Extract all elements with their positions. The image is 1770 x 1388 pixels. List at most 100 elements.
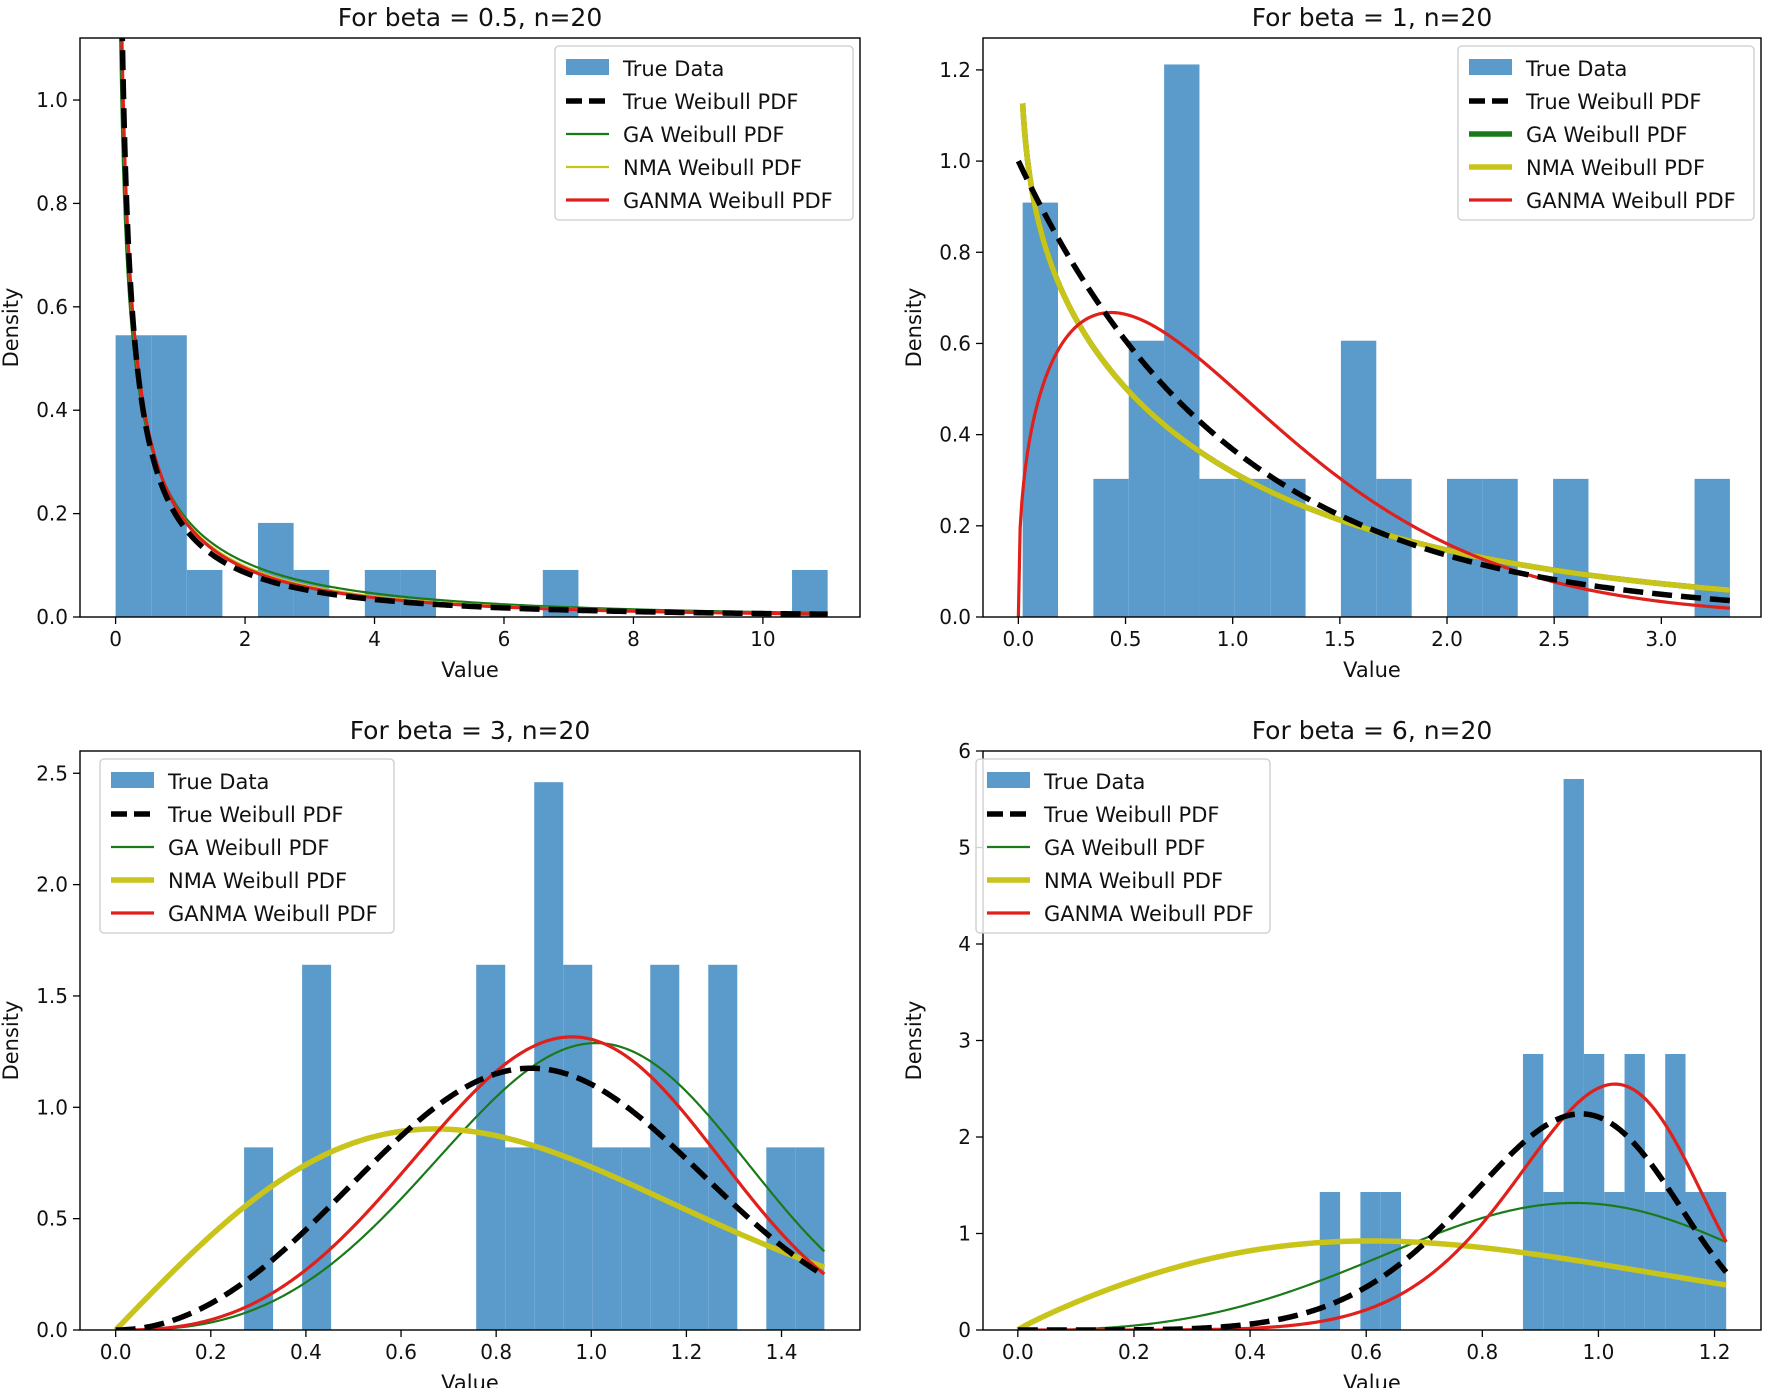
legend-label: NMA Weibull PDF <box>168 869 347 893</box>
pdf-curves <box>119 38 828 617</box>
legend-label: NMA Weibull PDF <box>623 156 802 180</box>
x-tick-label: 1.2 <box>1699 1340 1731 1364</box>
x-tick-label: 0.0 <box>100 1340 132 1364</box>
y-tick-label: 0 <box>958 1318 971 1342</box>
legend: True Data True Weibull PDF GA Weibull PDF N… <box>975 758 1271 934</box>
y-axis-label: Density <box>902 1001 926 1081</box>
x-tick-label: 0.2 <box>1118 1340 1150 1364</box>
histogram-bar <box>1128 340 1165 617</box>
histogram-bar <box>476 964 506 1330</box>
histogram-bar <box>1553 478 1589 617</box>
x-axis-label: Value <box>1343 1371 1401 1388</box>
y-tick-label: 1.0 <box>939 149 971 173</box>
y-axis-label: Density <box>902 288 926 368</box>
y-tick-label: 4 <box>958 932 971 956</box>
plot-frame <box>79 37 861 618</box>
panel-3: 0.0 0.2 0.4 0.6 0.8 1.0 1.2 1.4 0.0 0.5 1.0 1.5 2.0 2… <box>0 716 861 1388</box>
pdf-curve-true-weibull-pdf <box>119 38 828 617</box>
histogram-bar <box>1164 64 1200 618</box>
plot-frame <box>982 37 1762 618</box>
legend-label: GA Weibull PDF <box>1044 836 1206 860</box>
histogram-bar <box>1563 778 1584 1330</box>
x-tick-label: 0 <box>109 627 122 651</box>
legend: True Data True Weibull PDF GA Weibull PDF N… <box>1457 45 1755 221</box>
y-tick-label: 5 <box>958 836 971 860</box>
legend-label: GANMA Weibull PDF <box>1526 189 1736 213</box>
x-tick-label: 3.0 <box>1645 627 1677 651</box>
pdf-curve-true-weibull-pdf <box>114 1065 826 1330</box>
y-tick-label: 1.2 <box>939 58 971 82</box>
histogram-bar <box>1604 1192 1625 1330</box>
x-axis-label: Value <box>1343 658 1401 682</box>
legend-label: True Data <box>1043 770 1145 794</box>
x-tick-label: 1.0 <box>1217 627 1249 651</box>
pdf-curve-nma-weibull-pdf <box>1016 1238 1728 1330</box>
legend-frame <box>99 758 395 934</box>
y-tick-label: 2.0 <box>36 873 68 897</box>
panel-title: For beta = 6, n=20 <box>1252 716 1493 745</box>
legend-label: GA Weibull PDF <box>168 836 330 860</box>
histogram-bar <box>795 1147 825 1330</box>
x-tick-label: 0.4 <box>1234 1340 1266 1364</box>
pdf-curves <box>1015 100 1731 617</box>
y-tick-label: 0.8 <box>36 191 68 215</box>
histogram-bar <box>766 1147 796 1330</box>
histogram-bar <box>1522 1054 1544 1330</box>
y-axis-label: Density <box>0 288 23 368</box>
y-tick-label: 1 <box>958 1222 971 1246</box>
x-tick-label: 0.5 <box>1110 627 1142 651</box>
histogram-bar <box>1543 1192 1564 1330</box>
histogram-bar <box>1376 478 1412 617</box>
y-tick-label: 0.0 <box>939 605 971 629</box>
legend-swatch-true-data <box>987 772 1030 788</box>
x-tick-label: 0.6 <box>385 1340 417 1364</box>
x-tick-label: 6 <box>498 627 511 651</box>
histogram-bar <box>1665 1054 1686 1330</box>
legend-swatch-true-data <box>111 772 154 788</box>
legend-label: GANMA Weibull PDF <box>623 189 833 213</box>
x-tick-label: 1.4 <box>766 1340 798 1364</box>
y-tick-label: 6 <box>958 739 971 763</box>
x-tick-label: 2.0 <box>1431 627 1463 651</box>
legend-label: True Weibull PDF <box>1525 90 1701 114</box>
y-tick-label: 0.6 <box>939 331 971 355</box>
x-tick-label: 10 <box>750 627 775 651</box>
pdf-curve-nma-weibull-pdf <box>1019 100 1731 593</box>
pdf-curve-ga-weibull-pdf <box>1017 1201 1727 1330</box>
y-tick-label: 0.0 <box>36 605 68 629</box>
pdf-curve-ga-weibull-pdf <box>115 1041 826 1330</box>
y-tick-label: 1.5 <box>36 984 68 1008</box>
pdf-curve-true-weibull-pdf <box>1015 159 1731 604</box>
histogram-bars <box>1319 778 1727 1330</box>
x-tick-label: 1.2 <box>670 1340 702 1364</box>
y-tick-label: 0.0 <box>36 1318 68 1342</box>
x-tick-label: 2.5 <box>1538 627 1570 651</box>
legend-label: GANMA Weibull PDF <box>168 902 378 926</box>
y-tick-label: 0.8 <box>939 240 971 264</box>
histogram-bar <box>621 1147 651 1330</box>
y-tick-label: 1.0 <box>36 88 68 112</box>
legend-label: NMA Weibull PDF <box>1044 869 1223 893</box>
legend-swatch-true-data <box>1469 59 1512 75</box>
legend-label: GANMA Weibull PDF <box>1044 902 1254 926</box>
x-tick-label: 2 <box>239 627 252 651</box>
legend-label: True Data <box>1525 57 1627 81</box>
y-tick-label: 0.4 <box>939 423 971 447</box>
x-tick-label: 1.0 <box>1583 1340 1615 1364</box>
y-tick-label: 0.2 <box>939 514 971 538</box>
x-tick-label: 8 <box>627 627 640 651</box>
x-tick-label: 0.8 <box>1466 1340 1498 1364</box>
panel-4: 0.0 0.2 0.4 0.6 0.8 1.0 1.2 0 1 2 3 4 5 6 Value Density… <box>902 716 1762 1388</box>
x-tick-label: 0.2 <box>195 1340 227 1364</box>
legend-label: GA Weibull PDF <box>623 123 785 147</box>
legend-frame <box>975 758 1271 934</box>
y-axis-label: Density <box>0 1001 23 1081</box>
y-tick-label: 0.2 <box>36 502 68 526</box>
legend-label: NMA Weibull PDF <box>1526 156 1705 180</box>
y-tick-label: 0.4 <box>36 398 68 422</box>
histogram-bar <box>151 335 187 617</box>
histogram-bars <box>244 782 825 1330</box>
panel-title: For beta = 1, n=20 <box>1252 3 1493 32</box>
